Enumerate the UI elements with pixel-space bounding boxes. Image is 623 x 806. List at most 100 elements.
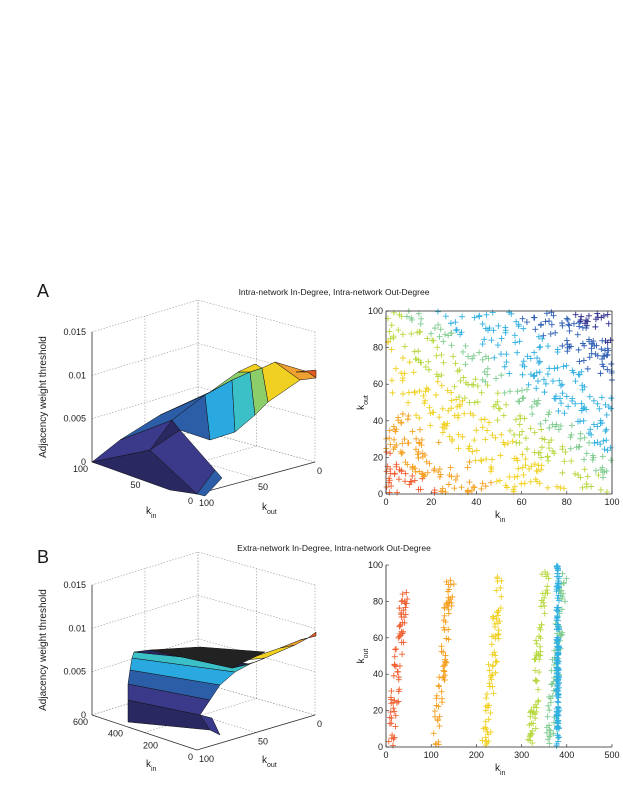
scatter-point (413, 412, 420, 419)
y-tick-label: 40 (373, 416, 383, 426)
scatter-point (425, 358, 432, 365)
scatter-point (591, 342, 598, 349)
z-tick-label: 0.015 (63, 327, 86, 337)
scatter-point (479, 480, 486, 487)
z-tick-label: 0.005 (63, 667, 86, 677)
scatter-point (530, 314, 537, 321)
scatter-point (554, 732, 561, 739)
scatter-point (585, 312, 592, 319)
scatter-point (489, 663, 496, 670)
scatter-point (535, 686, 542, 693)
scatter-point (600, 474, 607, 481)
scatter-point (536, 369, 543, 376)
scatter-point (531, 398, 538, 405)
scatter-point (495, 627, 502, 634)
scatter-point (554, 595, 561, 602)
scatter-point (488, 337, 495, 344)
scatter-point (446, 599, 453, 606)
scatter-point (607, 337, 614, 344)
scatter-point (418, 442, 425, 449)
scatter-point (388, 377, 395, 384)
scatter-point (534, 468, 541, 475)
scatter-point (543, 587, 550, 594)
scatter-point (490, 690, 497, 697)
surface-patch (299, 631, 317, 641)
scatter-point (399, 390, 406, 397)
scatter-point (599, 356, 606, 363)
scatter-point (497, 584, 504, 591)
scatter-point (523, 319, 530, 326)
scatter-point (558, 631, 565, 638)
scatter-point (440, 663, 447, 670)
scatter-point (528, 403, 535, 410)
scatter-point (442, 313, 449, 320)
scatter-point (545, 702, 552, 709)
scatter-point (524, 446, 531, 453)
scatter-point (433, 702, 440, 709)
scatter-point (449, 593, 456, 600)
scatter-point (590, 421, 597, 428)
scatter-point (495, 322, 502, 329)
scatter-point (494, 575, 501, 582)
scatter-point (551, 365, 558, 372)
scatter-point (445, 626, 452, 633)
scatter-point (546, 365, 553, 372)
scatter-point (572, 378, 579, 385)
scatter-point (521, 415, 528, 422)
scatter-point (484, 728, 491, 735)
scatter-point (503, 351, 510, 358)
scatter-point (392, 646, 399, 653)
scatter-point (533, 369, 540, 376)
scatter-point (431, 325, 438, 332)
scatter-point (417, 359, 424, 366)
scatter-point (445, 581, 452, 588)
scatter-point (578, 313, 585, 320)
scatter-point (427, 410, 434, 417)
scatter-point (599, 361, 606, 368)
scatter-point (516, 412, 523, 419)
scatter-point (514, 473, 521, 480)
scatter-point (440, 338, 447, 345)
scatter-point (556, 377, 563, 384)
scatter-point (565, 321, 572, 328)
scatter-point (470, 483, 477, 490)
scatter-point (541, 603, 548, 610)
scatter-point (441, 605, 448, 612)
x-tick-label: 400 (559, 750, 574, 760)
scatter-point (390, 335, 397, 342)
scatter-point (516, 432, 523, 438)
scatter-point (600, 437, 607, 444)
scatter-point (607, 444, 614, 451)
scatter-point (570, 320, 577, 327)
scatter-point (557, 587, 564, 594)
scatter-point (438, 351, 445, 358)
scatter-point (497, 452, 504, 459)
scatter-point (392, 365, 399, 372)
scatter-point (415, 455, 422, 462)
kout-tick-label: 0 (317, 466, 322, 476)
scatter-point (594, 400, 601, 407)
z-tick-label: 0 (81, 710, 86, 720)
grid-line (91, 551, 199, 586)
scatter-point (602, 428, 609, 435)
scatter-point (566, 322, 573, 329)
scatter-point (445, 636, 452, 643)
scatter-point (421, 400, 428, 407)
scatter-point (500, 439, 507, 446)
scatter-point (448, 602, 455, 609)
scatter-point (492, 669, 499, 676)
scatter-point (542, 380, 549, 387)
scatter-point (522, 462, 529, 469)
scatter-point (493, 375, 500, 382)
scatter-point (399, 591, 406, 598)
scatter-point (554, 711, 561, 718)
scatter-point (584, 473, 591, 480)
scatter-point (441, 677, 448, 684)
scatter-point (440, 624, 447, 631)
scatter-point (559, 322, 566, 329)
scatter-point (608, 457, 615, 464)
scatter-point (584, 365, 591, 372)
scatter-point (386, 435, 393, 442)
scatter-point (538, 444, 545, 451)
scatter-point (538, 454, 545, 461)
